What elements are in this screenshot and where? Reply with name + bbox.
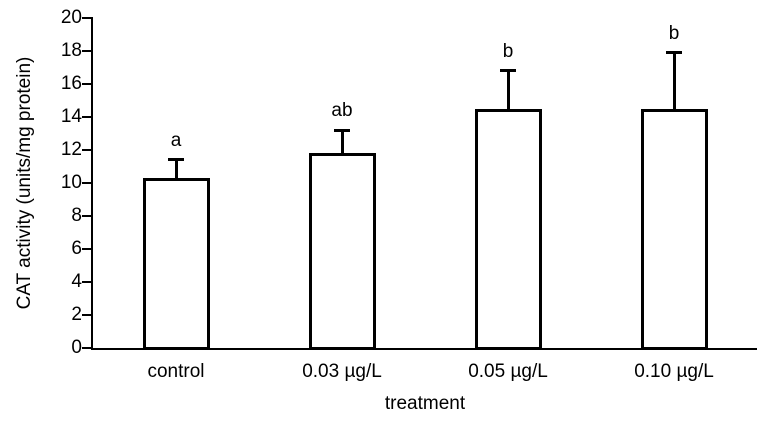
error-bar <box>340 130 344 154</box>
error-bar-cap <box>666 51 682 55</box>
error-bar-cap <box>500 69 516 73</box>
bar <box>474 108 542 350</box>
y-axis-tick <box>82 281 91 283</box>
x-axis-line <box>91 348 757 350</box>
x-category-label: control <box>147 361 205 382</box>
x-category-label: 0.05 µg/L <box>468 361 548 382</box>
y-axis-tick-label: 16 <box>60 73 82 94</box>
significance-letter: b <box>502 40 514 62</box>
error-bar-cap <box>168 158 184 162</box>
error-bar <box>506 70 510 109</box>
y-axis-tick <box>82 182 91 184</box>
y-axis-tick <box>82 314 91 316</box>
y-axis-tick-label: 4 <box>71 271 82 292</box>
x-category-label: 0.03 µg/L <box>302 361 382 382</box>
y-axis-tick-label: 2 <box>71 304 82 325</box>
bar <box>308 153 376 350</box>
y-axis-tick <box>82 116 91 118</box>
y-axis-tick-label: 10 <box>60 172 82 193</box>
bar <box>142 178 210 350</box>
y-axis-tick-label: 0 <box>71 337 82 358</box>
y-axis-tick-label: 6 <box>71 238 82 259</box>
y-axis-tick <box>82 149 91 151</box>
y-axis-tick-label: 18 <box>60 40 82 61</box>
y-axis-tick-label: 12 <box>60 139 82 160</box>
bar <box>640 108 708 350</box>
y-axis-tick <box>82 83 91 85</box>
y-axis-tick-label: 20 <box>60 7 82 28</box>
y-axis-tick <box>82 50 91 52</box>
y-axis-tick <box>82 248 91 250</box>
y-axis-tick <box>82 215 91 217</box>
x-axis-title: treatment <box>384 393 466 414</box>
error-bar <box>174 159 178 179</box>
x-category-label: 0.10 µg/L <box>634 361 714 382</box>
significance-letter: a <box>170 129 182 151</box>
error-bar <box>672 52 676 109</box>
error-bar-cap <box>334 128 350 132</box>
y-axis-tick-label: 8 <box>71 205 82 226</box>
y-axis-line <box>91 17 93 350</box>
y-axis-tick <box>82 17 91 19</box>
significance-letter: ab <box>331 100 353 122</box>
y-axis-tick <box>82 347 91 349</box>
y-axis-tick-label: 14 <box>60 106 82 127</box>
significance-letter: b <box>668 22 680 44</box>
